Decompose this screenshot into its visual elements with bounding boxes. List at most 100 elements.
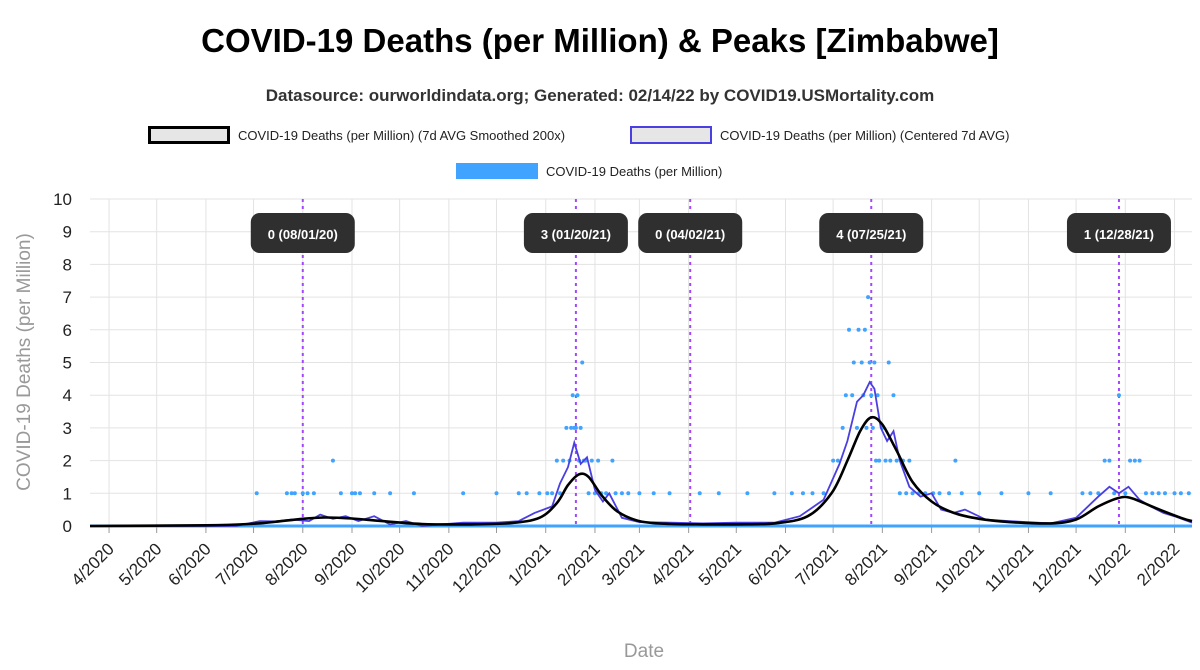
peak-labels: 0 (08/01/20) 3 (01/20/21) 0 (04/02/21) 4 (0…: [250, 213, 1171, 253]
daily-death-point: [311, 491, 316, 496]
daily-death-point: [875, 393, 880, 398]
daily-death-point: [851, 360, 856, 365]
daily-death-point: [1163, 491, 1168, 496]
daily-death-point: [910, 491, 915, 496]
legend-swatch-daily: [456, 163, 538, 179]
chart-subtitle: Datasource: ourworldindata.org; Generate…: [265, 86, 935, 105]
daily-death-point: [372, 491, 377, 496]
daily-death-point: [550, 491, 555, 496]
x-tick-label: 7/2020: [212, 539, 262, 589]
peak-label: 4 (07/25/21): [836, 227, 906, 242]
daily-death-point: [580, 360, 585, 365]
legend-item-centered[interactable]: COVID-19 Deaths (per Million) (Centered …: [630, 126, 1009, 144]
daily-death-point: [859, 360, 864, 365]
daily-death-point: [772, 491, 777, 496]
peak-label-box: [638, 213, 743, 253]
daily-death-point: [821, 491, 826, 496]
daily-death-point: [1156, 491, 1161, 496]
daily-death-point: [904, 491, 909, 496]
y-tick-label: 2: [63, 452, 72, 471]
daily-death-point: [1150, 491, 1155, 496]
daily-death-point: [959, 491, 964, 496]
daily-death-point: [284, 491, 289, 496]
daily-death-point: [888, 458, 893, 463]
daily-death-point: [613, 491, 618, 496]
daily-death-point: [937, 491, 942, 496]
daily-death-point: [1143, 491, 1148, 496]
daily-death-point: [810, 491, 815, 496]
daily-death-point: [338, 491, 343, 496]
daily-death-point: [697, 491, 702, 496]
peak-label-box: [1066, 213, 1171, 253]
legend-label-daily: COVID-19 Deaths (per Million): [546, 163, 723, 179]
daily-death-point: [999, 491, 1004, 496]
daily-death-point: [1080, 491, 1085, 496]
peak-label: 1 (12/28/21): [1084, 227, 1154, 242]
daily-death-point: [831, 458, 836, 463]
y-tick-label: 9: [63, 223, 72, 242]
daily-death-point: [1172, 491, 1177, 496]
daily-death-point: [862, 327, 867, 332]
x-tick-label: 2/2021: [554, 539, 604, 589]
x-tick-label: 11/2021: [981, 539, 1037, 595]
daily-death-point: [840, 425, 845, 430]
legend-swatch-smoothed: [148, 126, 230, 144]
daily-death-point: [864, 425, 869, 430]
x-tick-label: 1/2022: [1084, 539, 1134, 589]
daily-death-point: [1132, 458, 1137, 463]
daily-death-point: [907, 458, 912, 463]
daily-death-point: [886, 360, 891, 365]
daily-death-point: [789, 491, 794, 496]
y-axis-title: COVID-19 Deaths (per Million): [14, 233, 35, 491]
chart-title: COVID-19 Deaths (per Million) & Peaks [Z…: [201, 22, 999, 59]
daily-death-point: [254, 491, 259, 496]
daily-death-point: [847, 327, 852, 332]
daily-death-point: [292, 491, 297, 496]
daily-death-point: [494, 491, 499, 496]
peak-label-box: [819, 213, 924, 253]
daily-death-point: [870, 425, 875, 430]
peak-label: 0 (08/01/20): [268, 227, 338, 242]
x-tick-label: 5/2020: [115, 539, 165, 589]
daily-death-point: [894, 458, 899, 463]
legend-item-smoothed[interactable]: COVID-19 Deaths (per Million) (7d AVG Sm…: [148, 126, 565, 144]
daily-death-point: [357, 491, 362, 496]
daily-death-point: [610, 458, 615, 463]
daily-death-point: [619, 491, 624, 496]
daily-death-point: [877, 458, 882, 463]
peak-label-box: [523, 213, 628, 253]
daily-death-point: [388, 491, 393, 496]
daily-death-point: [947, 491, 952, 496]
daily-death-point: [977, 491, 982, 496]
daily-death-point: [604, 491, 609, 496]
y-tick-label: 4: [63, 386, 72, 405]
daily-death-point: [589, 458, 594, 463]
daily-death-point: [1116, 393, 1121, 398]
daily-death-point: [569, 425, 574, 430]
daily-death-point: [1186, 491, 1191, 496]
daily-death-point: [843, 393, 848, 398]
daily-death-point: [637, 491, 642, 496]
daily-death-point: [850, 393, 855, 398]
daily-death-point: [573, 425, 578, 430]
daily-death-point: [626, 491, 631, 496]
daily-death-point: [1107, 458, 1112, 463]
daily-death-point: [874, 458, 879, 463]
legend-label-smoothed: COVID-19 Deaths (per Million) (7d AVG Sm…: [238, 127, 566, 143]
legend-item-daily[interactable]: COVID-19 Deaths (per Million): [456, 163, 722, 179]
daily-death-point: [586, 491, 591, 496]
daily-death-point: [524, 491, 529, 496]
x-tick-label: 4/2021: [647, 539, 697, 589]
daily-death-point: [1088, 491, 1093, 496]
daily-death-point: [1178, 491, 1183, 496]
y-tick-label: 8: [63, 255, 72, 274]
y-tick-label: 3: [63, 419, 72, 438]
x-tick-label: 11/2020: [402, 539, 458, 595]
x-tick-label: 12/2020: [448, 539, 505, 596]
x-tick-label: 5/2021: [695, 539, 745, 589]
daily-death-point: [411, 491, 416, 496]
x-tick-label: 2/2022: [1133, 539, 1183, 589]
daily-death-point: [867, 360, 872, 365]
daily-death-point: [561, 458, 566, 463]
y-tick-label: 7: [63, 288, 72, 307]
